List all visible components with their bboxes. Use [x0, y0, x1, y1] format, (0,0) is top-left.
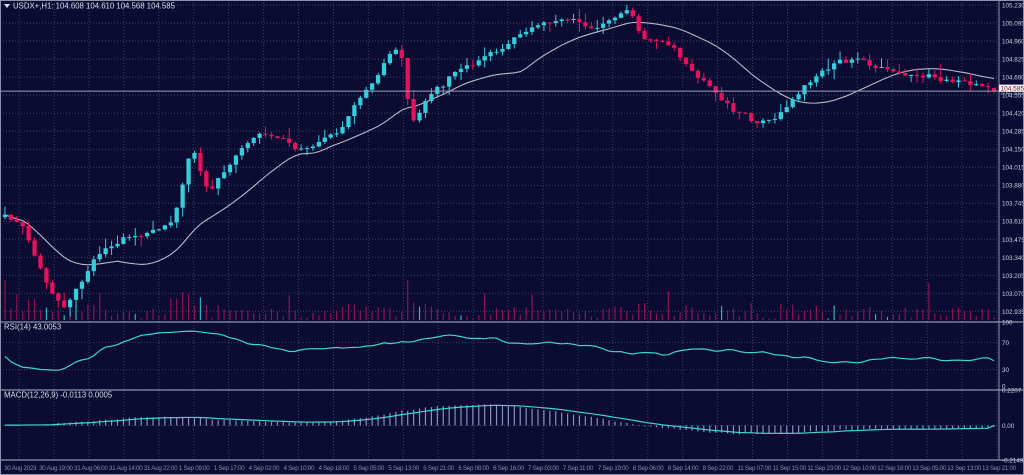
- svg-text:31 Aug 22:00: 31 Aug 22:00: [144, 465, 178, 472]
- svg-text:8 Sep 14:00: 8 Sep 14:00: [668, 465, 699, 472]
- svg-text:103.610: 103.610: [1002, 219, 1024, 226]
- svg-text:MACD(12,26,9) -0.0113 0.0005: MACD(12,26,9) -0.0113 0.0005: [4, 391, 113, 400]
- svg-text:7 Sep 19:00: 7 Sep 19:00: [598, 465, 629, 472]
- svg-text:USDX+,H1: 104.608 104.610 104.: USDX+,H1: 104.608 104.610 104.568 104.58…: [13, 2, 176, 11]
- svg-text:100: 100: [1002, 320, 1013, 327]
- svg-text:103.070: 103.070: [1002, 291, 1024, 298]
- svg-text:5 Sep 21:00: 5 Sep 21:00: [423, 465, 454, 472]
- svg-text:104.960: 104.960: [1002, 39, 1024, 46]
- svg-text:RSI(14) 43.0053: RSI(14) 43.0053: [4, 323, 61, 332]
- svg-text:103.745: 103.745: [1002, 201, 1024, 208]
- svg-text:103.205: 103.205: [1002, 273, 1024, 280]
- svg-text:13 Sep 13:00: 13 Sep 13:00: [947, 465, 982, 472]
- svg-text:13 Sep 05:00: 13 Sep 05:00: [912, 465, 947, 472]
- svg-text:11 Sep 23:00: 11 Sep 23:00: [807, 465, 841, 472]
- svg-text:4 Sep 10:00: 4 Sep 10:00: [284, 465, 315, 472]
- svg-text:103.340: 103.340: [1002, 255, 1024, 262]
- svg-text:30 Aug 2023: 30 Aug 2023: [4, 465, 37, 472]
- svg-text:102.935: 102.935: [1002, 309, 1024, 316]
- svg-text:8 Sep 22:00: 8 Sep 22:00: [703, 465, 734, 472]
- svg-text:105.095: 105.095: [1002, 21, 1024, 28]
- svg-text:31 Aug 14:00: 31 Aug 14:00: [109, 465, 143, 472]
- svg-text:-0.2149: -0.2149: [1002, 458, 1024, 465]
- svg-text:6 Sep 08:00: 6 Sep 08:00: [458, 465, 489, 472]
- svg-text:31 Aug 06:00: 31 Aug 06:00: [74, 465, 108, 472]
- svg-text:11 Sep 07:00: 11 Sep 07:00: [738, 465, 772, 472]
- svg-text:104.015: 104.015: [1002, 165, 1024, 172]
- svg-text:1 Sep 17:00: 1 Sep 17:00: [214, 465, 245, 472]
- svg-text:12 Sep 18:00: 12 Sep 18:00: [877, 465, 912, 472]
- svg-text:4 Sep 02:00: 4 Sep 02:00: [249, 465, 280, 472]
- svg-text:103.475: 103.475: [1002, 237, 1024, 244]
- svg-text:13 Sep 21:00: 13 Sep 21:00: [982, 465, 1017, 472]
- svg-text:5 Sep 13:00: 5 Sep 13:00: [388, 465, 419, 472]
- svg-text:7 Sep 03:00: 7 Sep 03:00: [528, 465, 559, 472]
- svg-text:1 Sep 09:00: 1 Sep 09:00: [179, 465, 210, 472]
- svg-text:103.880: 103.880: [1002, 183, 1024, 190]
- svg-text:104.420: 104.420: [1002, 111, 1024, 118]
- svg-text:104.585: 104.585: [1001, 85, 1024, 92]
- svg-text:30: 30: [1002, 367, 1010, 374]
- svg-text:104.690: 104.690: [1002, 75, 1024, 82]
- svg-text:4 Sep 18:00: 4 Sep 18:00: [319, 465, 350, 472]
- svg-text:5 Sep 05:00: 5 Sep 05:00: [353, 465, 384, 472]
- svg-text:7 Sep 11:00: 7 Sep 11:00: [563, 465, 594, 472]
- svg-text:0.2207: 0.2207: [1002, 388, 1022, 395]
- svg-text:12 Sep 10:00: 12 Sep 10:00: [842, 465, 877, 472]
- svg-text:30 Aug 19:00: 30 Aug 19:00: [39, 465, 73, 472]
- svg-text:105.230: 105.230: [1002, 3, 1024, 10]
- svg-text:70: 70: [1002, 340, 1010, 347]
- svg-text:104.150: 104.150: [1002, 147, 1024, 154]
- svg-text:0.00: 0.00: [1002, 423, 1015, 430]
- svg-text:11 Sep 15:00: 11 Sep 15:00: [773, 465, 807, 472]
- svg-text:6 Sep 16:00: 6 Sep 16:00: [493, 465, 524, 472]
- svg-text:104.825: 104.825: [1002, 57, 1024, 64]
- svg-text:8 Sep 06:00: 8 Sep 06:00: [633, 465, 664, 472]
- svg-text:104.285: 104.285: [1002, 129, 1024, 136]
